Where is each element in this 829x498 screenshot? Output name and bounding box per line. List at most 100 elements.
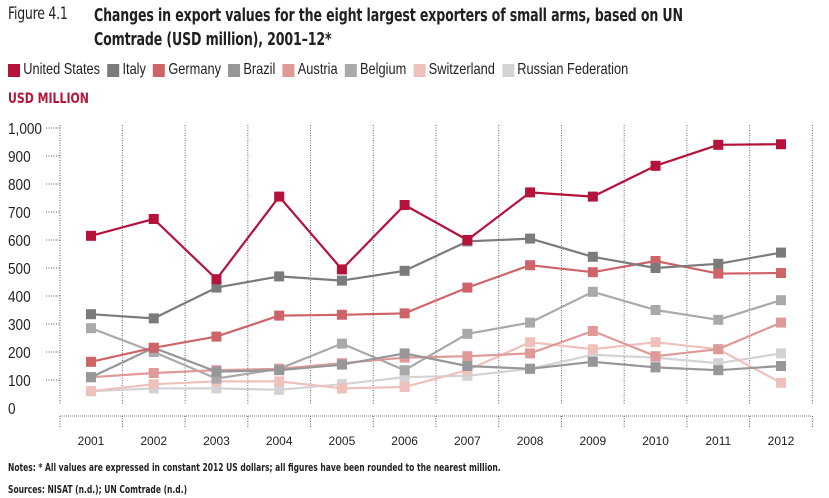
data-point-austria [776,317,786,328]
data-point-belgium [399,365,410,376]
data-point-switzerland [587,344,598,355]
x-tick-label: 2005 [329,434,356,448]
x-tick-label: 2011 [705,434,731,448]
legend-label: Russian Federation [517,61,629,78]
legend-swatch [282,63,295,77]
data-point-belgium [462,328,473,339]
legend-swatch [344,63,357,77]
data-point-germany [211,331,222,342]
x-tick-label: 2010 [642,434,669,448]
data-point-brazil [86,372,96,383]
y-tick-label: 600 [8,233,31,250]
data-point-brazil [525,363,536,374]
data-point-belgium [336,338,347,349]
legend-label: Austria [297,61,338,78]
data-point-united-states [587,191,598,202]
legend-label: Belgium [360,61,407,78]
legend-swatch [228,63,241,77]
data-point-germany [776,268,786,279]
series-line-italy [90,237,782,320]
legend-swatch [8,63,20,77]
data-point-italy [399,265,410,276]
legend-item-italy: Italy [107,61,146,79]
data-point-switzerland [148,379,159,390]
y-tick-label: 700 [8,205,31,222]
x-tick-label: 2012 [768,434,795,448]
legend-label: Switzerland [428,61,495,78]
data-point-russian-federation [713,358,724,369]
y-tick-label: 900 [8,149,31,166]
legend-swatch [413,63,426,77]
legend-item-belgium: Belgium [344,61,407,79]
data-point-germany [525,260,536,271]
data-point-italy [148,313,159,324]
x-tick-label: 2008 [517,434,544,448]
x-tick-label: 2004 [266,434,293,448]
data-point-austria [587,326,598,336]
data-point-germany [399,308,410,319]
data-point-belgium [776,295,786,306]
legend-item-germany: Germany [153,61,221,79]
data-point-switzerland [274,376,285,387]
legend-item-switzerland: Switzerland [413,61,495,79]
data-point-switzerland [650,337,661,348]
data-point-italy [650,263,661,273]
data-point-switzerland [525,337,536,348]
data-point-brazil [776,361,786,371]
data-point-brazil [587,356,598,367]
data-point-austria [713,344,724,355]
x-tick-label: 2001 [78,434,105,448]
y-tick-label: 1,000 [8,121,42,138]
data-point-brazil [650,362,661,373]
data-point-austria [462,351,473,362]
x-tick-label: 2002 [140,434,167,448]
data-point-italy [336,275,347,286]
legend-label: Brazil [243,61,276,78]
legend-label: United States [23,61,101,78]
data-point-switzerland [776,377,786,388]
x-tick-label: 2009 [579,434,606,448]
legend-swatch [153,63,166,77]
legend: United States Italy Germany Brazil Austria Be… [8,61,635,79]
data-point-belgium [86,323,96,334]
data-point-russian-federation [587,349,598,360]
y-axis-unit-label: USD MILLION [8,91,89,107]
data-point-germany [148,342,159,353]
data-point-germany [713,268,724,279]
data-point-belgium [211,373,222,384]
series-line-austria [90,321,782,379]
data-point-united-states [525,187,536,198]
data-point-united-states [776,139,786,150]
series-line-brazil [90,346,782,379]
data-point-brazil [462,361,473,371]
series-line-united-states [90,143,782,281]
data-point-united-states [462,235,473,245]
data-point-russian-federation [274,384,285,395]
data-point-united-states [274,191,285,202]
data-point-italy [274,271,285,282]
data-point-belgium [650,305,661,315]
data-point-germany [86,356,96,367]
legend-swatch [107,63,120,77]
data-point-switzerland [336,383,347,394]
data-point-united-states [86,230,96,241]
data-point-united-states [650,160,661,171]
data-point-belgium [587,286,598,297]
data-point-germany [650,256,661,266]
y-tick-label: 300 [8,317,31,334]
legend-label: Germany [168,61,221,78]
series-line-switzerland [90,341,782,393]
data-point-brazil [713,365,724,376]
chart-notes: Notes: * All values are expressed in con… [8,462,501,474]
series-line-belgium [90,290,782,380]
legend-label: Italy [122,61,146,78]
series-line-russian-federation [90,352,782,393]
data-point-germany [587,267,598,278]
data-point-russian-federation [399,372,410,383]
y-tick-label: 500 [8,261,31,278]
x-tick-label: 2007 [454,434,481,448]
series-line-germany [90,259,782,363]
data-point-germany [462,282,473,293]
data-point-austria [148,368,159,378]
